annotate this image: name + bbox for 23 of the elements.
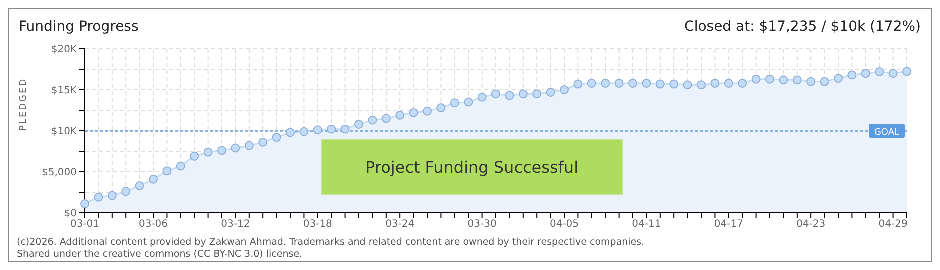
y-tick-label: $15K	[51, 86, 78, 97]
ref-line-label: GOAL	[874, 128, 900, 138]
chart-subtitle: Closed at: $17,235 / $10k (172%)	[684, 19, 921, 35]
x-tick-label: 03-24	[386, 219, 415, 230]
x-tick-label: 03-01	[70, 219, 100, 230]
text: (c)2026. Additional content provided by Zakwan Ahmad. Trademarks and related content are owned by their respective companies.	[17, 237, 645, 249]
x-tick-label: 03-30	[468, 219, 497, 230]
x-tick-label: 04-05	[550, 219, 580, 230]
y-tick-label: $20K	[51, 44, 78, 56]
x-tick-label: 04-29	[878, 219, 908, 230]
x-tick-label: 03-06	[138, 219, 168, 230]
x-tick-label: 04-11	[632, 219, 662, 230]
chart-title: Funding Progress	[19, 19, 139, 35]
banner: Project Funding Successful	[321, 139, 623, 195]
y-tick-label: $0	[64, 208, 77, 220]
x-tick-label: 04-23	[796, 219, 826, 230]
x-tick-label: 03-18	[303, 219, 332, 230]
x-tick-label: 03-12	[221, 219, 250, 230]
y-axis-title: PLEDGED	[19, 78, 30, 131]
x-tick-label: 04-17	[714, 219, 744, 230]
text: Shared under the creative commons (CC BY-NC 3.0) license.	[17, 249, 304, 261]
y-tick-label: $10K	[51, 126, 78, 138]
y-tick-label: $5,000	[42, 168, 77, 179]
